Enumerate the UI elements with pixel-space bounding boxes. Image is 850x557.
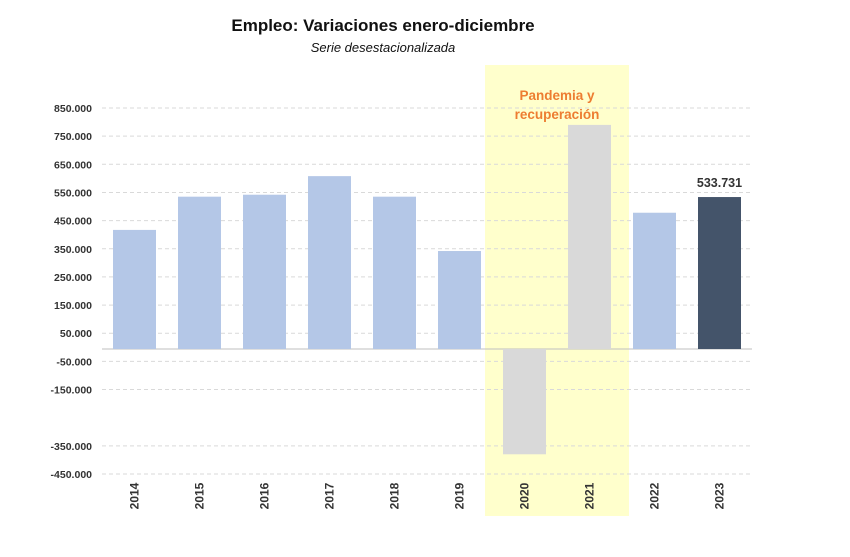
data-label: 533.731 <box>697 176 742 190</box>
y-tick-label: 550.000 <box>54 187 92 199</box>
x-tick-label: 2017 <box>323 482 337 509</box>
y-tick-label: 750.000 <box>54 131 92 143</box>
x-tick-label: 2020 <box>518 482 532 509</box>
bar-2020 <box>503 349 546 455</box>
y-tick-label: 850.000 <box>54 103 92 115</box>
x-tick-label: 2015 <box>193 482 207 509</box>
x-tick-label: 2019 <box>453 482 467 509</box>
bar-2015 <box>178 196 221 349</box>
chart-title: Empleo: Variaciones enero-diciembre <box>231 16 535 35</box>
x-tick-label: 2022 <box>648 482 662 509</box>
highlight-annotation: Pandemia y <box>519 88 595 103</box>
bar-2019 <box>438 251 481 349</box>
x-tick-label: 2021 <box>583 482 597 509</box>
y-tick-label: -350.000 <box>51 441 93 453</box>
highlight-annotation: recuperación <box>515 107 600 122</box>
y-tick-label: 250.000 <box>54 272 92 284</box>
y-tick-label: 450.000 <box>54 216 92 228</box>
x-tick-label: 2014 <box>128 482 142 509</box>
y-tick-label: -450.000 <box>51 469 93 481</box>
y-tick-label: -50.000 <box>56 356 92 368</box>
bar-2021 <box>568 124 611 350</box>
y-tick-label: 50.000 <box>60 328 92 340</box>
x-tick-label: 2016 <box>258 482 272 509</box>
x-tick-label: 2018 <box>388 482 402 509</box>
y-tick-label: 650.000 <box>54 159 92 171</box>
y-tick-label: -150.000 <box>51 385 93 397</box>
bar-2017 <box>308 176 351 349</box>
bar-2018 <box>373 196 416 349</box>
chart-subtitle: Serie desestacionalizada <box>310 40 456 55</box>
bar-2022 <box>633 212 676 349</box>
bar-2016 <box>243 194 286 349</box>
y-tick-label: 350.000 <box>54 244 92 256</box>
bar-2014 <box>113 229 156 349</box>
x-tick-label: 2023 <box>713 482 727 509</box>
y-tick-label: 150.000 <box>54 300 92 312</box>
bar-2023 <box>698 197 741 349</box>
